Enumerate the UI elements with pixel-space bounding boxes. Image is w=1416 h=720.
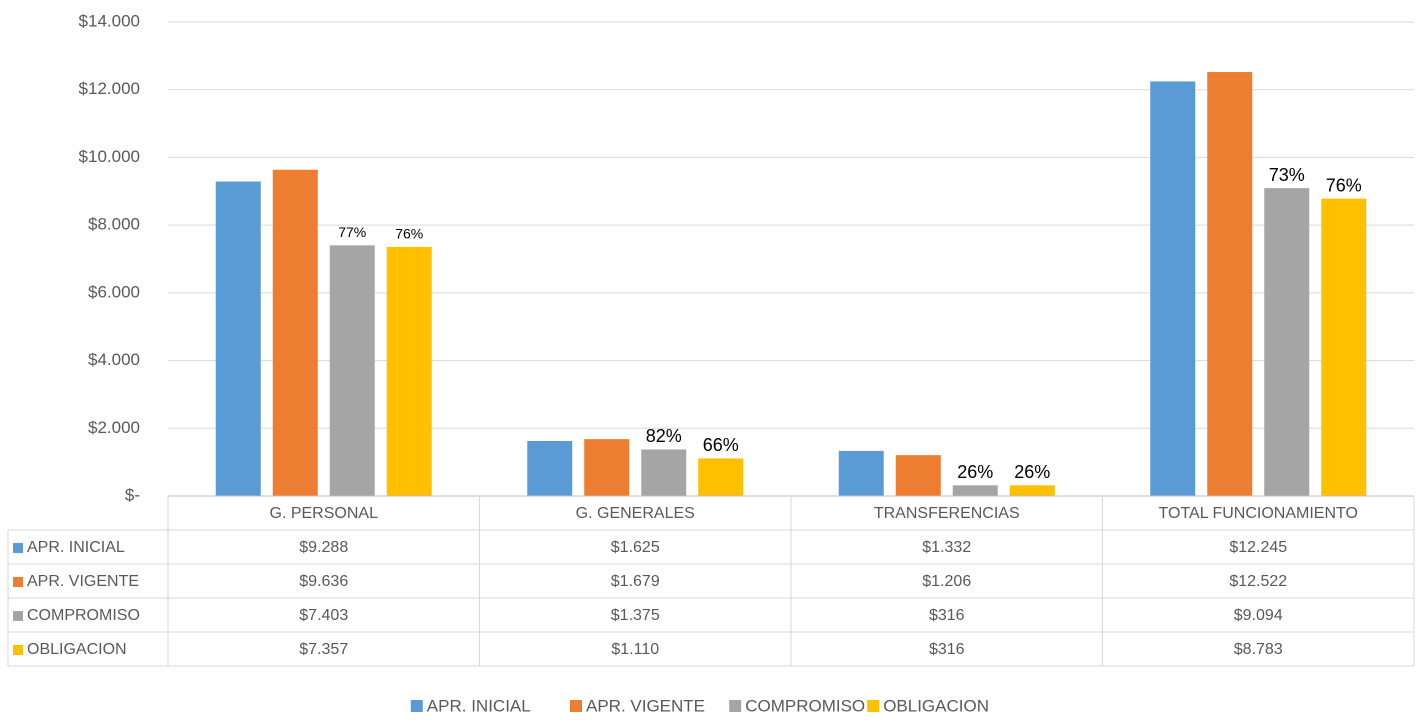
table-cell: $7.403 <box>299 607 348 624</box>
y-tick-label: $2.000 <box>88 418 140 437</box>
legend-label: APR. VIGENTE <box>586 696 705 715</box>
table-cell: $8.783 <box>1234 641 1283 658</box>
y-tick-label: $- <box>125 485 140 504</box>
table-cell: $1.375 <box>611 607 660 624</box>
table-cell: $1.110 <box>611 641 659 658</box>
bar <box>1264 188 1310 496</box>
y-tick-label: $12.000 <box>79 79 140 98</box>
y-tick-label: $4.000 <box>88 350 140 369</box>
table-legend-key <box>13 577 23 587</box>
table-series-name: COMPROMISO <box>27 607 140 624</box>
bar <box>1207 72 1253 496</box>
table-cell: $1.679 <box>611 573 660 590</box>
table-cell: $316 <box>929 607 965 624</box>
table-cell: $1.625 <box>611 539 660 556</box>
bar <box>838 450 884 496</box>
table-series-name: OBLIGACION <box>27 641 127 658</box>
table-cell: $12.522 <box>1229 573 1287 590</box>
x-tick-label: G. GENERALES <box>576 505 695 522</box>
data-label: 82% <box>646 426 682 446</box>
data-label: 76% <box>395 226 423 242</box>
legend-label: COMPROMISO <box>745 696 865 715</box>
table-series-name: APR. VIGENTE <box>27 573 139 590</box>
y-tick-label: $10.000 <box>79 147 140 166</box>
y-tick-label: $8.000 <box>88 215 140 234</box>
bar <box>386 246 432 496</box>
data-label: 26% <box>1014 462 1050 482</box>
data-label: 73% <box>1269 165 1305 185</box>
y-tick-label: $14.000 <box>79 11 140 30</box>
bar <box>215 181 261 496</box>
table-legend-key <box>13 543 23 553</box>
table-cell: $1.206 <box>922 573 971 590</box>
data-label: 26% <box>957 462 993 482</box>
table-cell: $12.245 <box>1229 539 1287 556</box>
data-label: 66% <box>703 435 739 455</box>
legend-label: APR. INICIAL <box>427 696 531 715</box>
table-cell: $7.357 <box>299 641 348 658</box>
x-tick-label: TRANSFERENCIAS <box>874 505 1020 522</box>
bar <box>641 449 687 496</box>
legend-label: OBLIGACION <box>883 696 989 715</box>
bar <box>1150 81 1196 497</box>
data-label: 76% <box>1326 175 1362 195</box>
bar <box>698 458 744 496</box>
bar <box>527 440 573 496</box>
x-tick-label: G. PERSONAL <box>270 505 379 522</box>
table-cell: $9.288 <box>299 539 348 556</box>
legend-key <box>570 700 582 712</box>
x-tick-label: TOTAL FUNCIONAMIENTO <box>1159 505 1358 522</box>
bar <box>1321 198 1367 496</box>
data-label: 77% <box>338 224 366 240</box>
bar <box>1009 485 1055 496</box>
bar <box>952 485 998 496</box>
table-cell: $1.332 <box>922 539 971 556</box>
table-cell: $9.636 <box>299 573 348 590</box>
table-legend-key <box>13 645 23 655</box>
legend-key <box>410 700 423 712</box>
bar <box>272 169 318 497</box>
bar <box>584 439 630 496</box>
bar <box>895 455 941 496</box>
table-cell: $316 <box>929 641 965 658</box>
legend-key <box>867 700 880 712</box>
table-cell: $9.094 <box>1234 607 1283 624</box>
table-series-name: APR. INICIAL <box>27 539 125 556</box>
table-legend-key <box>13 611 23 621</box>
y-tick-label: $6.000 <box>88 282 140 301</box>
bar <box>329 245 375 496</box>
legend-key <box>729 700 742 712</box>
